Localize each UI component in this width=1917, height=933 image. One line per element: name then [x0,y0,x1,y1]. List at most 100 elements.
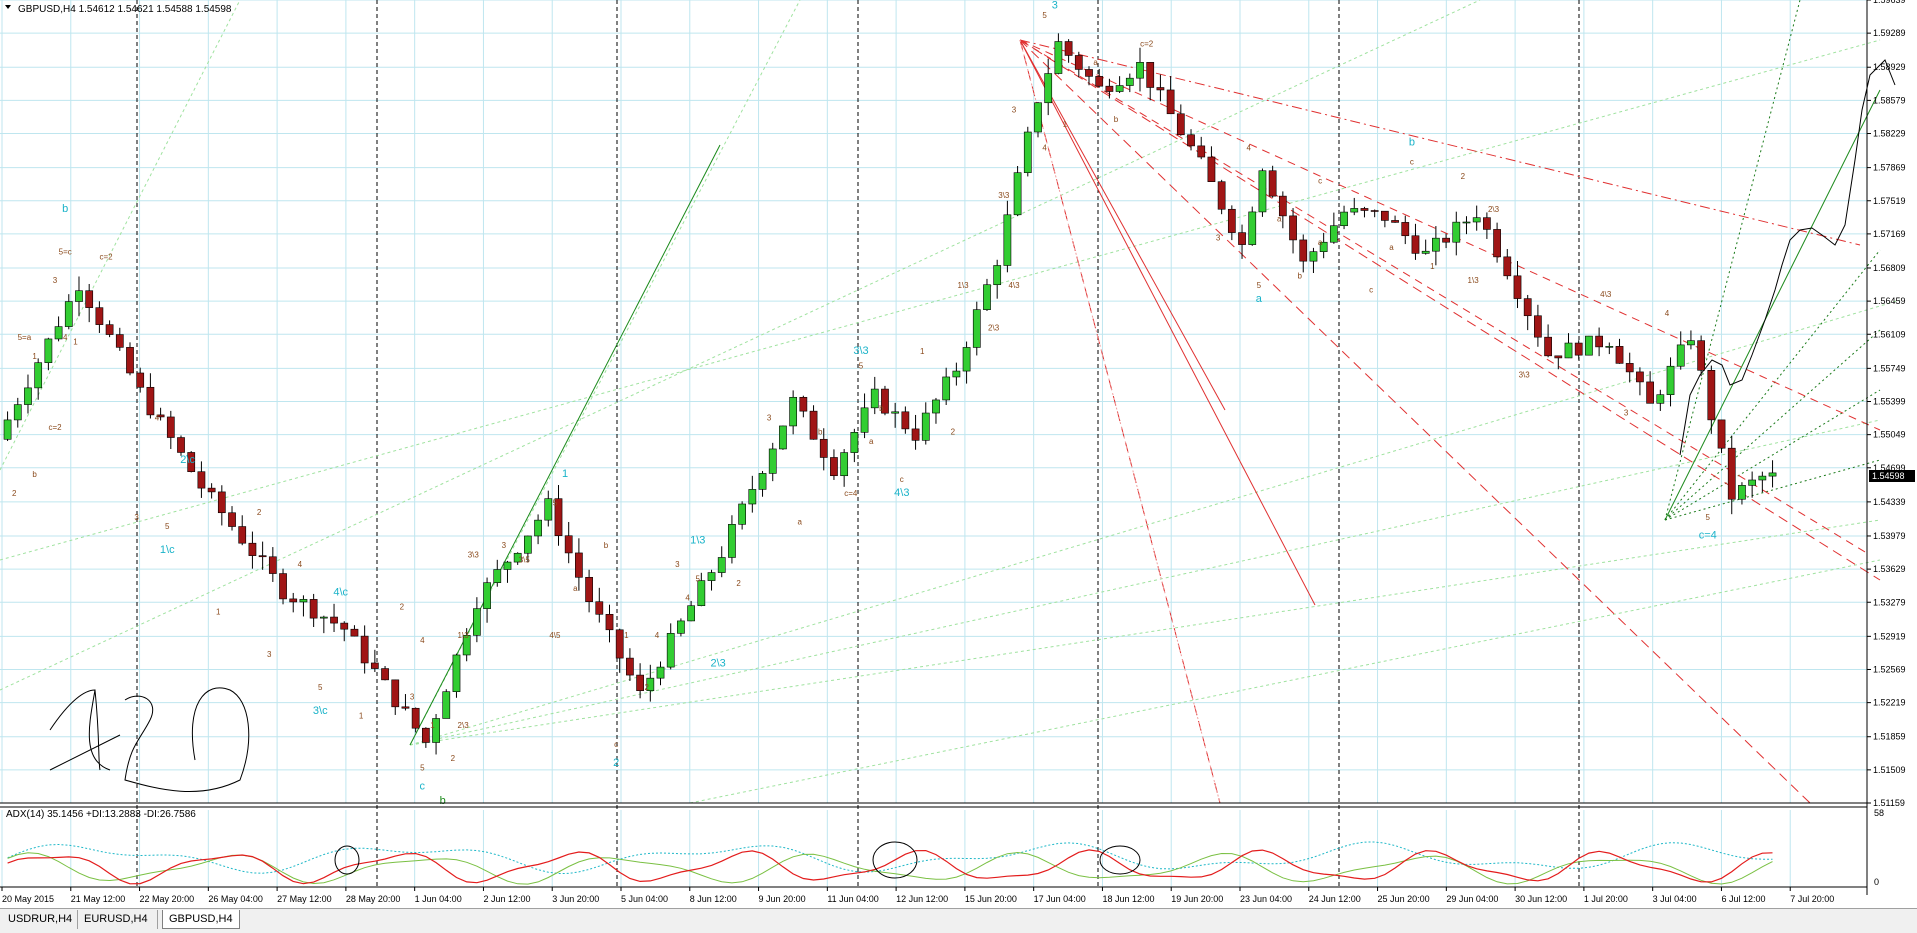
price-tick-label: 1.59289 [1873,28,1906,38]
price-axis[interactable]: 1.59639 1.59289 1.58929 1.58579 1.58229 1.578… [1866,0,1906,895]
wave-label: b [62,203,68,215]
trendline [689,559,1881,804]
bull-candle-body [1656,394,1665,404]
trendline [1019,39,1881,431]
chart-tab-bar: USDRUR,H4 EURUSD,H4 GBPUSD,H4 [0,908,1917,933]
bear-candle-body [166,416,175,438]
price-tick-label: 1.51509 [1873,765,1906,775]
bear-candle-body [1615,346,1624,364]
bear-candle-body [1625,363,1634,373]
wave-label: 4 [63,333,68,342]
bull-candle-body [493,569,502,583]
time-axis[interactable]: 20 May 2015 21 May 12:00 22 May 20:00 26 Ma… [0,802,1867,904]
candle [962,341,971,384]
wave-label: 3\3 [853,345,868,357]
candle [1738,482,1746,505]
indicator-circle-annotation [334,845,360,875]
wave-label: 3 [675,560,680,569]
adx-indicator-panel[interactable] [7,841,1773,885]
wave-label: 3 [502,541,507,550]
bear-candle-body [636,674,644,691]
bear-candle-body [1217,181,1226,210]
wave-label: b [32,470,37,479]
wave-label: a [573,584,578,593]
candle [830,449,838,480]
wave-label: 2 [613,757,619,769]
wave-label: 4 [1042,143,1047,152]
wave-label: 1 [359,712,364,721]
candle [585,569,593,613]
candle [3,411,12,442]
bear-candle-body [1574,342,1583,356]
bear-candle-body [1074,55,1083,70]
price-tick-label: 1.53279 [1873,597,1906,607]
wave-label: 2\c [180,454,195,466]
bear-candle-body [126,347,134,374]
candle [411,707,420,733]
wave-label: 5 [318,683,323,692]
bull-candle-body [1768,472,1777,477]
current-price-label: 1.54598 [1872,471,1905,481]
bear-candle-body [136,372,145,388]
bull-candle-body [1738,485,1746,500]
candle [1605,342,1614,355]
bear-candle-body [350,628,359,637]
price-tick-label: 1.51859 [1873,732,1906,742]
candle [1646,371,1654,404]
candle [1452,211,1461,256]
wave-label: 3\3 [998,191,1010,200]
wave-label: 3 [767,413,772,422]
candle [370,649,379,673]
wave-label: 2 [257,508,262,517]
candle [1727,435,1736,515]
candle [126,342,134,376]
time-tick-label: 26 May 04:00 [208,894,263,904]
wave-label: c [420,781,426,793]
bear-candle-body [1227,208,1236,233]
candle [85,283,94,323]
wave-label: 4 [298,560,303,569]
time-tick-label: 15 Jun 20:00 [965,894,1017,904]
candle [1074,51,1083,78]
bull-candle-body [319,616,328,619]
wave-label: 4\c [333,587,348,599]
wave-label: 2 [736,579,741,588]
candle [1309,247,1318,274]
bear-candle-body [85,290,94,308]
candle [228,506,236,531]
candle [809,405,818,440]
trendline [1019,39,1316,606]
bear-candle-body [901,411,910,430]
wave-label: 2 [1461,172,1466,181]
wave-label: c=4 [1699,530,1717,542]
bull-candle-body [1258,170,1267,213]
bull-candle-body [1564,342,1573,359]
wave-label: 1 [624,631,629,640]
candle [799,395,808,418]
tab-eurusd[interactable]: EURUSD,H4 [78,910,158,929]
candle [13,397,22,428]
candle [442,689,451,719]
bull-candle-body [503,561,512,570]
candle [983,278,991,311]
wave-label: 5 [696,574,701,583]
bear-candle-body [1095,76,1104,87]
tab-usdrur[interactable]: USDRUR,H4 [2,910,78,929]
time-tick-label: 11 Jun 04:00 [827,894,878,904]
candle [1136,47,1144,92]
bull-candle-body [1472,217,1481,223]
candle [626,648,634,682]
candle [1156,74,1165,102]
candle [207,483,216,499]
bear-candle-body [381,668,389,681]
wave-label: 1\3 [458,631,470,640]
candle [860,393,869,439]
tab-gbpusd[interactable]: GBPUSD,H4 [162,910,240,929]
candle [1125,73,1134,93]
header-dropdown-icon[interactable] [5,5,11,9]
trendline [1019,39,1226,411]
indicator-header: ADX(14) 35.1456 +DI:13.2883 -DI:26.7586 [6,809,196,820]
wave-label: 2 [451,754,456,763]
candle [146,373,155,419]
